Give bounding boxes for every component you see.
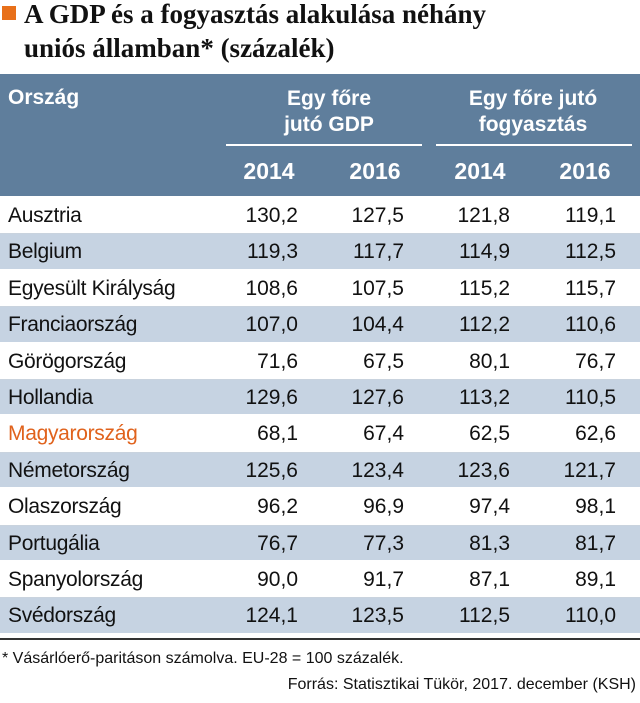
gdp-2016-value: 67,4 [363, 422, 404, 446]
table-body: Ausztria 130,2 127,5 121,8 119,1 Belgium… [0, 198, 640, 635]
consumption-2014-value: 81,3 [469, 531, 510, 555]
table-row: Németország 125,6 123,4 123,6 121,7 [0, 452, 640, 490]
country-name: Franciaország [8, 313, 138, 337]
column-header-country: Ország [8, 86, 80, 109]
column-header-year: 2014 [243, 158, 295, 184]
table-row: Olaszország 96,2 96,9 97,4 98,1 [0, 489, 640, 526]
table-row-highlighted: Magyarország 68,1 67,4 62,5 62,6 [0, 416, 640, 453]
gdp-2014-value: 90,0 [257, 567, 298, 591]
country-name: Görögország [8, 349, 127, 373]
consumption-2016-value: 110,0 [565, 604, 616, 628]
table-row: Hollandia 129,6 127,6 113,2 110,5 [0, 379, 640, 417]
gdp-2014-value: 124,1 [245, 604, 298, 628]
gdp-2016-value: 117,7 [353, 240, 404, 264]
group-divider-consumption [436, 144, 632, 146]
consumption-2016-value: 119,1 [565, 204, 616, 227]
consumption-2016-value: 110,5 [565, 385, 616, 409]
table-row: Egyesült Királyság 108,6 107,5 115,2 115… [0, 270, 640, 308]
consumption-2014-value: 113,2 [459, 385, 510, 409]
consumption-2016-value: 81,7 [575, 531, 616, 555]
table-bottom-divider [0, 638, 640, 640]
column-group-consumption-line-2: fogyasztás [478, 113, 588, 136]
country-name: Spanyolország [8, 567, 144, 591]
gdp-2016-value: 77,3 [363, 531, 404, 555]
table-row: Görögország 71,6 67,5 80,1 76,7 [0, 343, 640, 380]
column-group-gdp: Egy főre jutó GDP [236, 86, 422, 138]
table-header: Ország Egy főre jutó GDP Egy főre jutó f… [0, 74, 640, 196]
gdp-2014-value: 76,7 [257, 531, 298, 555]
column-group-consumption: Egy főre jutó fogyasztás [440, 86, 626, 138]
page-title-line-2: uniós államban* (százalék) [24, 33, 335, 63]
accent-square-icon [2, 6, 16, 20]
country-name: Magyarország [8, 422, 138, 446]
consumption-2014-value: 121,8 [457, 204, 510, 227]
consumption-2016-value: 89,1 [575, 567, 616, 591]
gdp-2016-value: 107,5 [351, 276, 404, 300]
consumption-2016-value: 110,6 [565, 313, 616, 337]
gdp-2016-value: 123,4 [351, 458, 404, 482]
column-header-year: 2014 [454, 158, 506, 184]
table-row: Belgium 119,3 117,7 114,9 112,5 [0, 234, 640, 271]
consumption-2014-value: 62,5 [469, 422, 510, 446]
title-block: A GDP és a fogyasztás alakulása néhány u… [0, 0, 640, 72]
column-group-gdp-line-2: jutó GDP [284, 113, 374, 136]
gdp-2014-value: 96,2 [257, 495, 298, 519]
country-name: Portugália [8, 531, 100, 555]
gdp-2014-value: 130,2 [245, 204, 298, 227]
gdp-2014-value: 125,6 [245, 458, 298, 482]
table-row: Franciaország 107,0 104,4 112,2 110,6 [0, 307, 640, 344]
consumption-2014-value: 115,2 [459, 276, 510, 300]
footnote: * Vásárlóerő-paritáson számolva. EU-28 =… [2, 650, 404, 667]
country-name: Ausztria [8, 204, 82, 227]
consumption-2016-value: 76,7 [575, 349, 616, 373]
consumption-2016-value: 98,1 [575, 495, 616, 519]
gdp-2016-value: 91,7 [363, 567, 404, 591]
gdp-2016-value: 127,5 [351, 204, 404, 227]
gdp-2014-value: 108,6 [245, 276, 298, 300]
gdp-2014-value: 71,6 [257, 349, 298, 373]
table-row: Svédország 124,1 123,5 112,5 110,0 [0, 598, 640, 635]
gdp-2016-value: 123,5 [351, 604, 404, 628]
consumption-2014-value: 123,6 [457, 458, 510, 482]
consumption-2014-value: 112,2 [459, 313, 510, 337]
column-group-consumption-line-1: Egy főre jutó [468, 87, 598, 110]
gdp-2014-value: 68,1 [257, 422, 298, 446]
consumption-2014-value: 87,1 [469, 567, 510, 591]
table-row: Ausztria 130,2 127,5 121,8 119,1 [0, 198, 640, 235]
gdp-2016-value: 104,4 [351, 313, 404, 337]
consumption-2014-value: 80,1 [469, 349, 510, 373]
page-title-line-1: A GDP és a fogyasztás alakulása néhány [24, 0, 487, 29]
country-name: Hollandia [8, 385, 93, 409]
gdp-2014-value: 107,0 [245, 313, 298, 337]
gdp-2016-value: 67,5 [363, 349, 404, 373]
column-header-year: 2016 [349, 158, 401, 184]
table-row: Portugália 76,7 77,3 81,3 81,7 [0, 525, 640, 562]
country-name: Belgium [8, 240, 82, 264]
consumption-2016-value: 62,6 [575, 422, 616, 446]
consumption-2016-value: 112,5 [565, 240, 616, 264]
country-name: Egyesült Királyság [8, 276, 176, 300]
gdp-2016-value: 96,9 [363, 495, 404, 519]
gdp-2014-value: 119,3 [247, 240, 298, 264]
country-name: Svédország [8, 604, 116, 628]
group-divider-gdp [226, 144, 422, 146]
source-note: Forrás: Statisztikai Tükör, 2017. decemb… [287, 676, 636, 693]
gdp-2016-value: 127,6 [351, 385, 404, 409]
table-row: Spanyolország 90,0 91,7 87,1 89,1 [0, 561, 640, 599]
column-group-gdp-line-1: Egy főre [286, 87, 372, 110]
consumption-2014-value: 112,5 [459, 604, 510, 628]
column-header-year: 2016 [559, 158, 611, 184]
consumption-2014-value: 114,9 [459, 240, 510, 264]
consumption-2016-value: 115,7 [565, 276, 616, 300]
consumption-2014-value: 97,4 [469, 495, 510, 519]
country-name: Németország [8, 458, 130, 482]
gdp-2014-value: 129,6 [245, 385, 298, 409]
country-name: Olaszország [8, 495, 122, 519]
consumption-2016-value: 121,7 [563, 458, 616, 482]
